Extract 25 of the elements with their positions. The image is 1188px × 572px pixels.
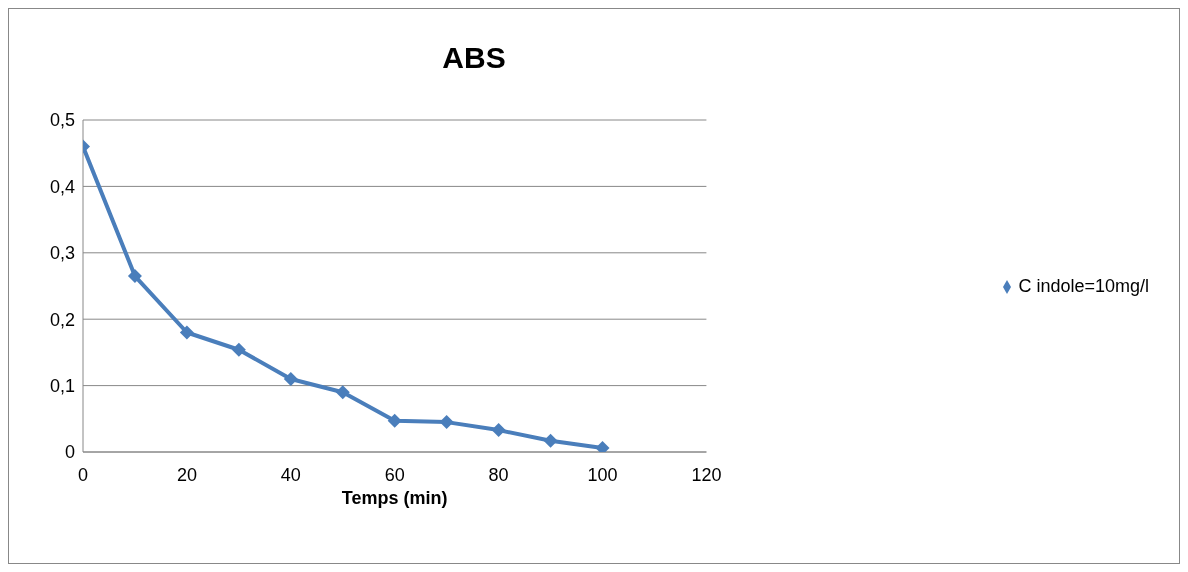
point xyxy=(127,269,142,284)
x-tick-label: 80 xyxy=(488,464,509,485)
y-tick-label: 0,3 xyxy=(49,243,75,264)
point xyxy=(335,385,350,400)
point xyxy=(179,325,194,340)
x-tick-label: 100 xyxy=(587,464,618,485)
y-tick-label: 0,4 xyxy=(49,176,75,197)
point xyxy=(283,371,298,386)
x-tick-label: 20 xyxy=(176,464,197,485)
point xyxy=(491,423,506,438)
legend-label: C indole=10mg/l xyxy=(1018,275,1149,296)
y-tick-label: 0,2 xyxy=(49,309,75,330)
point xyxy=(387,413,402,428)
y-tick-label: 0,1 xyxy=(49,375,75,396)
y-tick-label: 0,5 xyxy=(49,110,75,131)
x-tick-label: 60 xyxy=(384,464,405,485)
point xyxy=(231,342,246,357)
x-tick-label: 40 xyxy=(280,464,301,485)
x-tick-label: 0 xyxy=(77,464,89,485)
y-tick-label: 0 xyxy=(64,442,75,463)
x-tick-label: 120 xyxy=(691,464,722,485)
point xyxy=(439,415,454,430)
x-axis-title: Temps (min) xyxy=(341,488,448,508)
chart-title: ABS xyxy=(441,41,507,75)
point xyxy=(543,433,558,448)
